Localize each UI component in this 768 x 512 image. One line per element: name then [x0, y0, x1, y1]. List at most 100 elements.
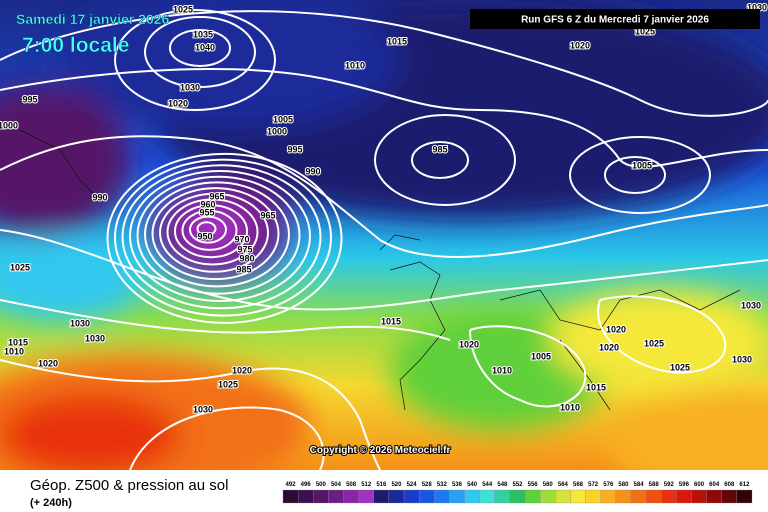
legend-swatch — [615, 489, 632, 504]
legend-swatch — [373, 489, 390, 504]
cyclone-ring — [181, 209, 238, 251]
legend-swatch — [691, 489, 707, 504]
legend-label: 596 — [679, 482, 690, 488]
isobar-label: 1015 — [586, 382, 606, 392]
isobars — [0, 9, 768, 470]
isobar-label: 1010 — [345, 60, 365, 70]
legend-label: 556 — [528, 482, 539, 488]
cyclone-ring — [159, 192, 269, 273]
footer-title: Géop. Z500 & pression au sol — [30, 477, 228, 494]
legend-swatch — [282, 489, 299, 504]
legend-swatch — [585, 489, 601, 504]
legend-label: 552 — [512, 482, 523, 488]
legend-label: 496 — [301, 482, 312, 488]
forecast-time: 7:00 locale — [22, 34, 129, 57]
legend-swatch — [358, 489, 374, 504]
legend-label: 592 — [664, 482, 675, 488]
legend-swatch — [509, 489, 526, 504]
legend-swatch — [706, 489, 722, 504]
isobar-label: 1030 — [180, 82, 200, 92]
legend-label: 572 — [588, 482, 599, 488]
legend-swatch — [434, 489, 450, 504]
isobar-label: 970 — [234, 234, 249, 244]
legend-label: 528 — [422, 482, 433, 488]
isobar-label: 1025 — [218, 379, 238, 389]
legend-swatch — [419, 489, 435, 504]
legend-swatch — [661, 489, 677, 504]
isobar-label: 1005 — [632, 160, 652, 170]
isobar-label: 955 — [199, 207, 214, 217]
isobar-label: 990 — [92, 192, 107, 202]
isobar-label: 1015 — [381, 316, 401, 326]
isobar-label: 965 — [209, 191, 224, 201]
isobar-label: 1025 — [670, 362, 690, 372]
isobar-label: 1000 — [0, 120, 18, 130]
legend-label: 504 — [331, 482, 342, 488]
isobar-label: 1030 — [70, 318, 90, 328]
isobar-label: 1000 — [267, 126, 287, 136]
legend-swatch — [524, 489, 541, 504]
cyclone-ring — [129, 170, 311, 302]
cyclone-ring — [106, 152, 343, 324]
isobar-label: 965 — [260, 210, 275, 220]
isobar-label: 1025 — [10, 262, 30, 272]
legend-label: 612 — [739, 482, 750, 488]
isobar-label: 1010 — [560, 402, 580, 412]
copyright: Copyright © 2026 Meteociel.fr — [310, 445, 451, 456]
isobar-label: 990 — [305, 166, 320, 176]
legend-swatch — [328, 489, 344, 504]
isobar-label: 1005 — [273, 114, 293, 124]
legend-label: 588 — [649, 482, 660, 488]
isobar-label: 1040 — [195, 42, 215, 52]
isobar-label: 985 — [236, 264, 251, 274]
legend-swatch — [721, 489, 738, 504]
isobar-label: 975 — [237, 244, 252, 254]
legend-swatch — [600, 489, 616, 504]
legend-label: 516 — [376, 482, 387, 488]
field: 1025103510401030102099510001015101010201… — [0, 0, 768, 470]
legend-label: 540 — [467, 482, 478, 488]
legend-swatch — [494, 489, 511, 504]
cyclone-ring — [121, 164, 322, 310]
legend-label: 564 — [558, 482, 569, 488]
legend-swatch — [645, 489, 662, 504]
cyclone-ring — [114, 158, 332, 317]
isobar-label: 1020 — [606, 324, 626, 334]
legend-label: 544 — [482, 482, 493, 488]
legend-swatch — [570, 489, 586, 504]
isobar-label: 985 — [432, 144, 447, 154]
isobar-label: 1030 — [741, 300, 761, 310]
legend-label: 600 — [694, 482, 705, 488]
isobar-label: 960 — [200, 199, 215, 209]
legend-swatch — [313, 489, 329, 504]
color-legend: 492 496 500 504 508 512 516 520 524 528 532 536 540 5… — [282, 482, 753, 504]
legend-label: 608 — [724, 482, 735, 488]
legend-swatch — [464, 489, 480, 504]
legend-label: 560 — [543, 482, 554, 488]
legend-label: 548 — [497, 482, 508, 488]
legend-swatch — [449, 489, 465, 504]
legend-swatch — [388, 489, 405, 504]
legend-swatch — [540, 489, 556, 504]
isobar-label: 1015 — [8, 337, 28, 347]
cyclone-ring — [151, 187, 280, 281]
legend-swatch — [736, 489, 753, 504]
legend-label: 576 — [603, 482, 614, 488]
legend-label: 524 — [407, 482, 418, 488]
legend-swatch — [403, 489, 420, 504]
isobar-label: 1025 — [173, 4, 193, 14]
isobar-label: 1010 — [4, 346, 24, 356]
cyclone-ring — [196, 221, 217, 237]
cyclone-ring — [136, 175, 301, 295]
legend-label: 536 — [452, 482, 463, 488]
isobar-label: 1020 — [168, 98, 188, 108]
isobar-label: 1010 — [492, 365, 512, 375]
isobar-label: 1020 — [599, 342, 619, 352]
cyclone-ring — [144, 181, 290, 288]
isobar-label: 1035 — [193, 29, 213, 39]
legend-swatch — [343, 489, 359, 504]
legend-label: 532 — [437, 482, 448, 488]
legend-label: 584 — [634, 482, 645, 488]
legend-label: 520 — [391, 482, 402, 488]
legend-swatch — [297, 489, 314, 504]
